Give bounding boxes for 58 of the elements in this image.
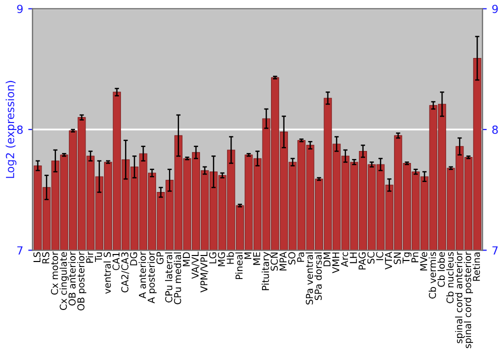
x-tick-label: VA/VL: [192, 252, 200, 279]
x-tick-label: MVe: [420, 252, 428, 270]
x-tick-label: M: [244, 252, 252, 259]
y-tick-label: 7: [17, 246, 23, 254]
y-tick-label: 9: [17, 4, 23, 14]
x-tick-label: DM: [324, 252, 330, 266]
x-tick-label: A anterior: [138, 252, 146, 298]
x-tick-label: Retina: [472, 252, 480, 281]
x-tick-label: SC: [367, 252, 374, 264]
x-tick-label: RS: [42, 252, 50, 264]
x-tick-label: LG: [209, 252, 216, 264]
x-tick-label: MG: [218, 252, 226, 266]
x-tick-label: A posterior: [147, 252, 157, 304]
x-tick-label: VPM/VPL: [200, 252, 208, 292]
x-tick-label: ME: [253, 252, 260, 265]
y2-tick-label: 8: [492, 125, 498, 134]
y-tick-label: 8: [17, 125, 23, 134]
x-tick-label: VMH: [332, 252, 340, 274]
x-tick-label: CPu medial: [174, 252, 182, 304]
x-tick-label: Pir: [86, 252, 94, 263]
x-tick-label: MD: [182, 252, 190, 266]
x-tick-label: LH: [350, 252, 357, 264]
x-tick-label: Hb: [226, 252, 234, 264]
x-tick-label: Cx motor: [50, 252, 58, 295]
x-tick-label: Pa: [297, 252, 304, 262]
x-tick-label: Arc: [341, 252, 348, 267]
x-tick-label: OB anterior: [68, 252, 76, 306]
x-tick-label: Cx cingulate: [60, 252, 69, 310]
x-tick-label: IC: [376, 252, 384, 260]
x-tick-label: Pineal: [235, 252, 243, 280]
x-tick-label: CA1: [112, 252, 120, 270]
x-tick-label: SN: [394, 252, 401, 264]
x-tick-label: Tg: [402, 252, 412, 264]
x-tick-label: ventral S: [104, 252, 111, 294]
x-tick-label: spinal cord posterior: [464, 252, 474, 348]
x-tick-label: DG: [130, 252, 138, 266]
x-tick-label: Cb lobe: [438, 252, 445, 287]
x-tick-label: spinal cord anterior: [455, 252, 464, 344]
x-tick-label: PAG: [358, 252, 366, 270]
y2-tick-label: 9: [492, 4, 498, 14]
x-tick-label: CPu lateral: [165, 252, 172, 302]
x-tick-label: OB posterior: [77, 252, 86, 310]
x-tick-label: VTA: [385, 252, 392, 270]
x-tick-label: Pituitary: [262, 252, 271, 290]
x-tick-label: Tu: [95, 252, 102, 262]
y2-tick-label: 7: [492, 246, 498, 254]
x-tick-label: SCN: [270, 252, 278, 271]
x-tick-label: GP: [156, 252, 164, 264]
x-tick-label: Cb nucleus: [446, 252, 454, 304]
x-tick-label: CA2/CA3: [121, 252, 130, 292]
x-tick-label: MPA: [280, 252, 286, 270]
x-tick-label: Pn: [411, 252, 418, 262]
x-tick-label: Cb vermis: [428, 252, 436, 299]
x-tick-label: SPa dorsal: [314, 252, 322, 300]
y-axis-title: Log2 (expression): [6, 80, 16, 178]
x-tick-label: SO: [288, 252, 296, 264]
x-tick-label: LS: [33, 252, 41, 262]
x-tick-label: SPa ventral: [306, 252, 313, 304]
